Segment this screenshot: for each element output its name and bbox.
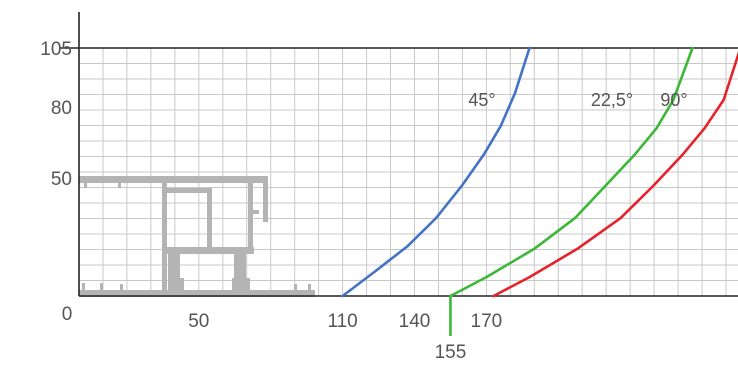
series-label: 22,5° [591,90,633,110]
grid [79,48,738,296]
profile-left-post [162,176,167,296]
x-tick-label: 155 [435,342,467,363]
x-tick-label: 50 [188,311,209,332]
profile-foot-left [170,278,184,290]
series-line [492,51,738,298]
profile-tick [100,283,103,290]
y-tick-label: 80 [51,98,72,119]
profile-right-post [248,176,253,254]
profile-mid-bar [162,247,254,254]
profile-tick [308,284,311,290]
profile-tick [120,284,123,290]
x-tick-label: 140 [399,311,431,332]
x-tick-label: 110 [327,311,357,332]
profile-cross-section-drawing [79,176,315,297]
x-tick-label: 170 [471,311,503,332]
profile-tick [294,284,297,290]
x-tick-label: 0 [62,304,73,325]
profile-foot-right [232,278,250,290]
series-line [341,46,531,298]
series-label: 45° [468,90,495,110]
series-lines [341,46,738,336]
axes [60,12,738,297]
profile-tick [118,183,121,188]
profile-right-edge [263,176,268,222]
series-label: 90° [660,90,687,110]
y-tick-label: 105 [40,39,72,60]
y-tick-label: 50 [51,169,72,190]
profile-top-bar [79,176,267,183]
profile-inner-shelf [162,188,212,193]
profile-tick [253,210,259,214]
profile-inner-post [207,188,212,250]
profile-bottom-bar [79,290,315,297]
profile-tick [82,283,85,290]
series-line [449,46,694,298]
profile-tick [84,183,87,188]
